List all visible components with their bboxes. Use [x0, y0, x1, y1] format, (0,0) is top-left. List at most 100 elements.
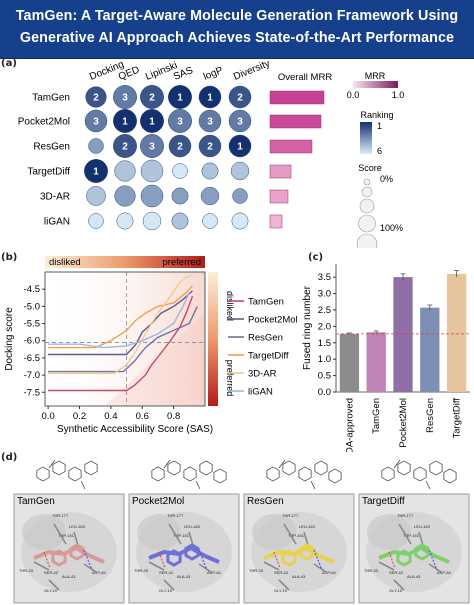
residue-stick: [313, 563, 327, 573]
pose-label-pocket2mol: Pocket2Mol: [132, 496, 184, 507]
mrr-colorbar: [353, 81, 398, 88]
residue-label: THR-33: [134, 568, 149, 573]
column-header-diversity: Diversity: [232, 58, 272, 83]
ranking-dot: [114, 160, 136, 182]
residue-label: THR-33: [19, 568, 34, 573]
series-line-3dar: [48, 274, 193, 375]
x-tick-label: ResGen: [425, 398, 436, 433]
residue-stick: [263, 561, 280, 571]
ranking-legend-max: 6: [377, 146, 382, 156]
ranking-label: 1: [207, 93, 213, 104]
protein-surface: [252, 514, 296, 550]
ranking-dot: [113, 85, 137, 109]
ranking-dot: [88, 138, 104, 154]
ring: [84, 460, 98, 476]
bar-resgen: [420, 307, 440, 392]
ranking-dot: [84, 109, 108, 133]
residue-stick: [163, 579, 175, 591]
residue-label: ALA-43: [407, 574, 421, 579]
ranking-dot: [116, 212, 134, 230]
side-label-preferred: preferred: [225, 360, 235, 397]
ligand-ring: [166, 549, 182, 567]
score-legend-max: 100%: [380, 223, 403, 233]
ring: [167, 460, 181, 476]
residue-label: GLY-10: [389, 588, 403, 593]
legend-label-3dar: 3D-AR: [248, 369, 277, 380]
molecule-2d-structure-targetdiff: [381, 459, 457, 490]
residue-label: THR-33: [249, 568, 264, 573]
residue-stick: [83, 563, 97, 573]
x-tick-label: 0.0: [42, 411, 55, 422]
residue-label: LEU-163: [184, 524, 201, 529]
residue-label: SER-42: [44, 570, 59, 575]
top-label-disliked: disliked: [49, 257, 81, 268]
y-tick-label: -6.5: [24, 353, 40, 364]
ranking-dot: [198, 85, 222, 109]
pose-label-targetdiff: TargetDiff: [362, 496, 405, 507]
series-line-ligan: [48, 292, 190, 349]
residue-label: TRP-151: [173, 533, 190, 538]
ring: [68, 466, 82, 482]
residue-stick: [428, 563, 442, 573]
score-legend-title: Score: [358, 163, 382, 173]
ranking-dot: [168, 109, 192, 133]
ranking-legend-title: Ranking: [360, 110, 393, 120]
ranking-dot: [228, 134, 252, 158]
ranking-dot: [198, 134, 222, 158]
residue-label: LEU-163: [69, 524, 86, 529]
ranking-label: 1: [177, 93, 183, 104]
ranking-label: 2: [237, 93, 243, 104]
residue-stick: [168, 523, 182, 545]
row-label-resgen: ResGen: [33, 142, 70, 153]
ranking-dot: [200, 186, 220, 206]
ranking-label: 3: [237, 117, 243, 128]
score-legend-circle: [358, 214, 376, 233]
residue-label: ALA-43: [62, 574, 76, 579]
residue-label: GLY-10: [159, 588, 173, 593]
ranking-label: 1: [237, 142, 243, 153]
column-header-logp: logP: [202, 65, 225, 83]
ranking-dot: [88, 213, 104, 229]
mrr-bar: [269, 139, 313, 154]
ring: [282, 460, 296, 476]
bar-fdaapproved: [339, 333, 360, 392]
ranking-label: 3: [93, 117, 99, 128]
y-tick-label: 1.0: [318, 354, 331, 365]
mrr-bar: [269, 164, 292, 179]
molecule-2d-structure-pocket2mol: [151, 459, 227, 490]
ring: [381, 466, 395, 482]
mrr-bar: [269, 114, 322, 129]
x-tick-label: 0.8: [167, 411, 180, 422]
residue-label: ALA-43: [177, 574, 191, 579]
ranking-dot: [201, 162, 219, 180]
row-label-targetdiff: TargetDiff: [27, 167, 70, 178]
ranking-dot: [140, 109, 164, 133]
score-legend-circle: [363, 178, 371, 186]
y-tick-label: -7.0: [24, 370, 40, 381]
overall-mrr-title: Overall MRR: [278, 72, 333, 83]
protein-surface: [22, 514, 66, 550]
ranking-dot: [230, 161, 250, 181]
series-line-resgen: [48, 306, 198, 373]
y-tick-label: 0.5: [318, 371, 331, 382]
score-legend-min: 0%: [380, 174, 393, 184]
residue-stick: [33, 561, 50, 571]
y-tick-label: -7.5: [24, 387, 40, 398]
bar-targetdiff: [446, 273, 467, 392]
ligand-ring: [69, 543, 85, 561]
ranking-label: 1: [149, 117, 155, 128]
legend-label-tamgen: TamGen: [248, 297, 284, 308]
y-tick-label: -4.5: [24, 284, 40, 295]
bar-pocket2mol: [393, 277, 413, 392]
y-tick-label: 3.0: [318, 289, 331, 300]
panel-b-line-chart: disliked preferred disliked preferred 0.0 0.2…: [4, 256, 298, 435]
hbond: [198, 549, 208, 571]
legend-label-ligan: liGAN: [248, 387, 273, 398]
residue-label: THR-177: [52, 513, 69, 518]
ranking-label: 3: [122, 93, 128, 104]
ring: [199, 460, 213, 476]
row-label-3dar: 3D-AR: [40, 192, 70, 203]
hbond: [273, 551, 281, 569]
protein-surface: [367, 514, 411, 550]
residue-label: SER-42: [274, 570, 289, 575]
